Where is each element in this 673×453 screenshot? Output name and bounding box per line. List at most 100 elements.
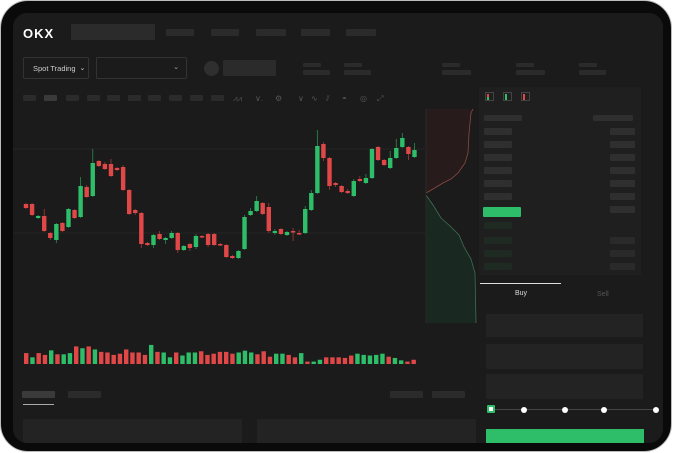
- nav-item[interactable]: [211, 29, 239, 36]
- volume-bar: [249, 352, 254, 364]
- slider-step-75[interactable]: [601, 407, 607, 413]
- chevron-down-icon[interactable]: ∨: [298, 94, 304, 103]
- volume-bar: [67, 353, 73, 364]
- timeframe-button[interactable]: [66, 95, 79, 101]
- orderbook-bids-icon[interactable]: [503, 92, 512, 101]
- nav-item[interactable]: [256, 29, 286, 36]
- filter-button[interactable]: [432, 391, 465, 398]
- candle-body: [230, 256, 235, 258]
- tab-order-history[interactable]: [68, 391, 101, 398]
- candle-body: [248, 211, 253, 215]
- ask-size: [610, 193, 635, 200]
- candle-body: [375, 147, 381, 160]
- candle-body: [42, 216, 47, 231]
- volume-bar: [336, 357, 341, 364]
- bid-size: [610, 263, 635, 270]
- candle-body: [163, 238, 168, 240]
- candle-body: [224, 245, 229, 257]
- volume-bar: [305, 361, 310, 364]
- stat-value: [516, 70, 545, 75]
- timeframe-button[interactable]: [107, 95, 120, 101]
- volume-bar: [292, 357, 298, 364]
- line-tool-icon[interactable]: ∿: [311, 94, 318, 103]
- okx-logo: OKX: [23, 26, 55, 41]
- last-price: [483, 207, 521, 217]
- volume-bar: [380, 353, 385, 364]
- candle-body: [29, 204, 35, 215]
- stat-value: [344, 70, 371, 75]
- pair-selector[interactable]: ⌄: [96, 57, 187, 79]
- candle-body: [284, 232, 290, 235]
- slider-step-25[interactable]: [521, 407, 527, 413]
- ask-price: [484, 167, 512, 174]
- bid-price: [484, 222, 512, 229]
- stat-value: [442, 70, 471, 75]
- volume-bar: [142, 354, 148, 364]
- draw-tool-icon[interactable]: ⫽: [326, 94, 330, 103]
- volume-bar: [311, 361, 316, 364]
- timeframe-button[interactable]: [148, 95, 161, 101]
- chart-type-icon[interactable]: ∨.: [255, 94, 264, 103]
- ask-size: [610, 180, 635, 187]
- timeframe-button[interactable]: [44, 95, 57, 101]
- timeframe-button[interactable]: [23, 95, 36, 101]
- volume-bar: [117, 353, 123, 364]
- candle-body: [151, 235, 156, 245]
- timeframe-button[interactable]: [169, 95, 182, 101]
- candle-body: [120, 167, 126, 190]
- timeframe-button[interactable]: [211, 95, 224, 101]
- nav-item[interactable]: [346, 29, 376, 36]
- slider-step-50[interactable]: [562, 407, 568, 413]
- nav-item[interactable]: [166, 29, 194, 36]
- candle-body: [303, 209, 308, 233]
- candle-body: [157, 234, 162, 239]
- timeframe-button[interactable]: [128, 95, 141, 101]
- tab-open-orders[interactable]: [22, 391, 55, 398]
- tab-sell[interactable]: Sell: [597, 291, 609, 298]
- stat-value: [303, 70, 330, 75]
- nav-item[interactable]: [301, 29, 330, 36]
- buy-button[interactable]: [486, 429, 644, 443]
- timeframe-button[interactable]: [87, 95, 100, 101]
- volume-bar: [286, 354, 291, 364]
- candle-body: [327, 158, 332, 186]
- candle-body: [175, 233, 180, 250]
- slider-track[interactable]: [491, 409, 657, 410]
- volume-bar: [199, 351, 204, 364]
- price-input[interactable]: [486, 314, 643, 337]
- amount-input[interactable]: [486, 344, 643, 369]
- stat-label: [579, 63, 597, 67]
- target-icon[interactable]: ◎: [360, 94, 367, 103]
- volume-bar: [349, 355, 354, 364]
- slider-handle[interactable]: [487, 405, 495, 413]
- total-input[interactable]: [486, 374, 643, 399]
- candle-body: [90, 163, 95, 196]
- candle-body: [84, 187, 89, 197]
- fullscreen-icon[interactable]: ⤢: [377, 94, 384, 103]
- slider-step-100[interactable]: [653, 407, 659, 413]
- indicator-icon[interactable]: ⩘⩘: [233, 94, 243, 103]
- bid-size: [610, 250, 635, 257]
- timeframe-button[interactable]: [190, 95, 203, 101]
- candlestick-chart[interactable]: [13, 13, 483, 373]
- candle-body: [412, 150, 417, 157]
- snapshot-icon[interactable]: ◓: [342, 94, 347, 103]
- spot-trading-dropdown[interactable]: Spot Trading ⌄: [23, 57, 89, 79]
- volume-bar: [405, 361, 410, 364]
- orderbook-asks-icon[interactable]: [521, 92, 530, 101]
- search-bar[interactable]: [71, 24, 155, 40]
- order-book: [479, 87, 641, 275]
- tab-buy[interactable]: Buy: [515, 290, 528, 297]
- filter-button[interactable]: [390, 391, 423, 398]
- volume-bar: [155, 351, 160, 364]
- candle-body: [254, 201, 259, 211]
- screen: OKX Spot Trading ⌄ ⌄ ⩘⩘ ∨. ⚙ ∨ ∿ ⫽ ◓ ◎ ⤢ …: [13, 13, 663, 443]
- settings-icon[interactable]: ⚙: [275, 94, 283, 103]
- candle-body: [169, 233, 174, 238]
- candle-body: [181, 246, 187, 250]
- candle-body: [218, 244, 223, 246]
- orderbook-both-icon[interactable]: [485, 92, 494, 101]
- volume-bar: [274, 353, 279, 364]
- assets-card: [257, 419, 476, 443]
